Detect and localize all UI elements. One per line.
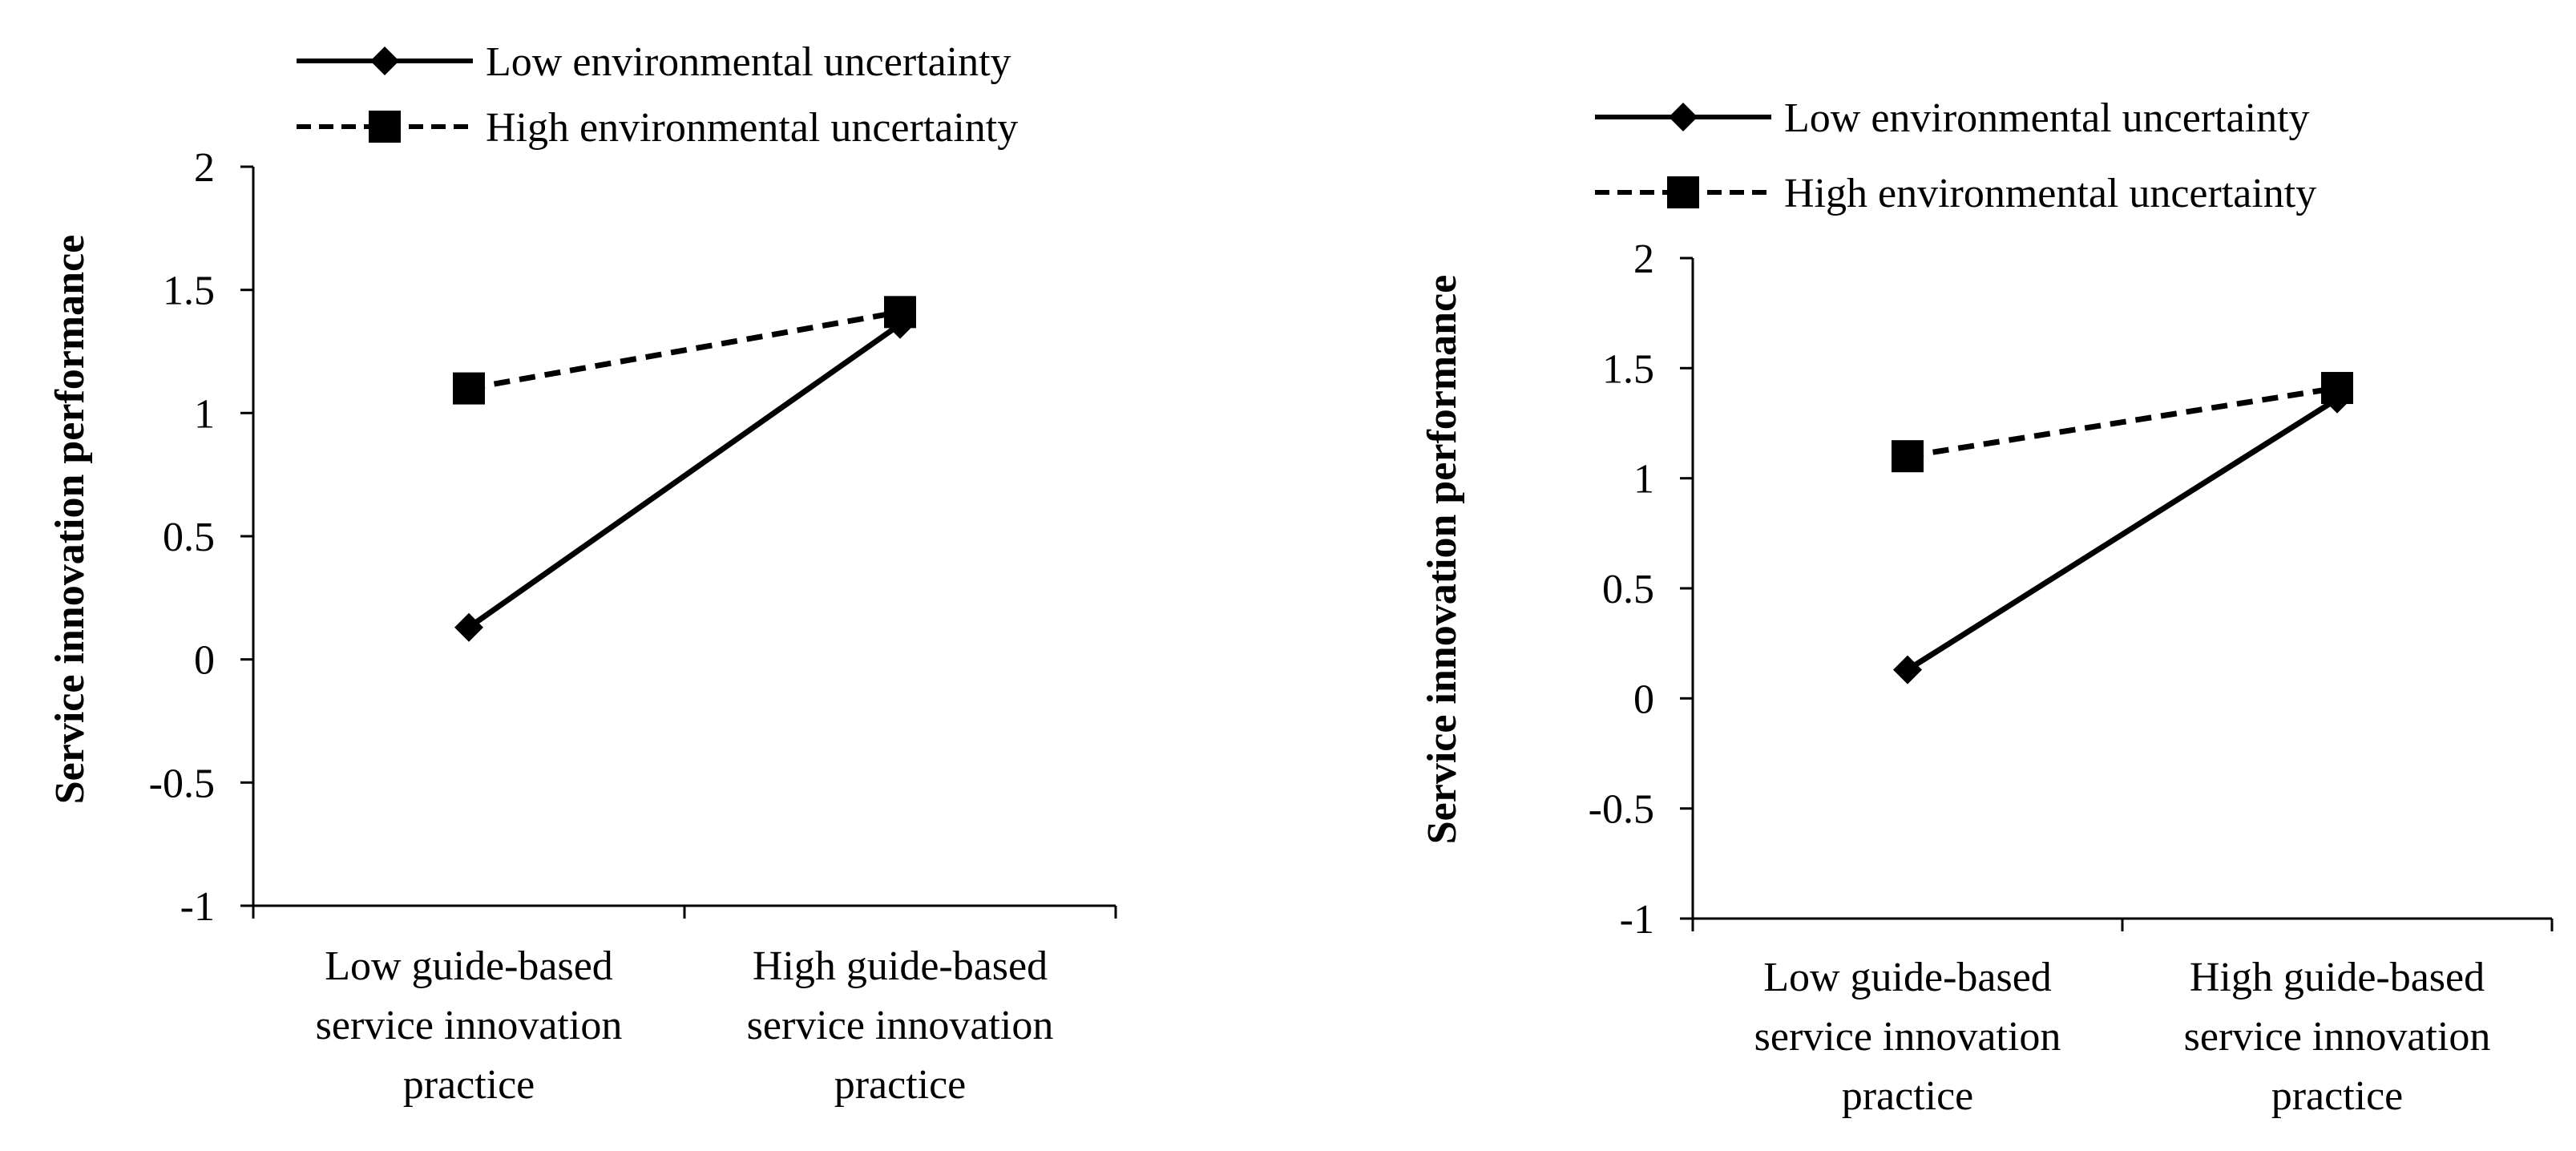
x-category-label: practice [403, 1062, 535, 1108]
data-point-diamond [454, 612, 483, 642]
data-point-square [453, 372, 485, 405]
x-category-label: High guide-based [2190, 955, 2485, 1000]
series-line-high [468, 309, 901, 392]
y-axis: 2 1.5 1 0.5 0 -0.5 -1 [149, 145, 255, 930]
legend: Low environmental uncertainty High envir… [297, 39, 1018, 151]
data-point-square [1892, 440, 1924, 473]
plot-area [453, 296, 916, 642]
y-tick-label: 0.5 [163, 515, 215, 560]
y-tick-label: -0.5 [1589, 787, 1654, 833]
series-line-low [1906, 396, 2339, 672]
chart-right: Low environmental uncertainty High envir… [1419, 95, 2554, 1119]
data-point-diamond [886, 309, 915, 339]
x-category-label: service innovation [1754, 1014, 2061, 1060]
x-axis: Low guide-based service innovation pract… [252, 904, 1117, 1108]
legend-label-high: High environmental uncertainty [1784, 171, 2316, 216]
y-tick-label: 2 [194, 145, 215, 191]
y-tick-label: 1 [1633, 457, 1654, 503]
legend-marker-square [1667, 176, 1699, 208]
y-axis-label: Service innovation performance [47, 235, 93, 805]
legend: Low environmental uncertainty High envir… [1595, 95, 2316, 216]
x-category-label: service innovation [316, 1003, 623, 1048]
series-line-low [466, 321, 902, 630]
x-category-label: practice [2271, 1073, 2404, 1119]
x-category-label: practice [1842, 1073, 1974, 1119]
x-axis: Low guide-based service innovation pract… [1691, 917, 2554, 1119]
y-tick-label: -1 [1620, 897, 1654, 943]
y-tick-label: -1 [180, 884, 215, 930]
y-tick-label: 1.5 [1602, 346, 1654, 392]
legend-label-high: High environmental uncertainty [486, 105, 1018, 151]
legend-marker-diamond [370, 46, 399, 75]
legend-label-low: Low environmental uncertainty [486, 39, 1011, 85]
x-category-label: Low guide-based [1763, 955, 2052, 1000]
data-point-diamond [1893, 655, 1922, 685]
x-category-label: practice [834, 1062, 967, 1108]
x-category-label: High guide-based [753, 943, 1048, 989]
legend-marker-square [369, 111, 401, 143]
chart-left: Low environmental uncertainty High envir… [47, 39, 1117, 1108]
y-tick-label: 0.5 [1602, 567, 1654, 612]
plot-area [1892, 372, 2353, 685]
y-tick-label: 1.5 [163, 269, 215, 314]
y-axis-label: Service innovation performance [1419, 275, 1465, 845]
x-category-label: service innovation [2184, 1014, 2491, 1060]
series-line-high [1907, 385, 2338, 459]
y-tick-label: 0 [194, 638, 215, 684]
x-category-label: service innovation [747, 1003, 1054, 1048]
x-category-label: Low guide-based [325, 943, 613, 989]
y-axis: 2 1.5 1 0.5 0 -0.5 -1 [1589, 236, 1694, 943]
data-point-diamond [2323, 384, 2352, 414]
legend-marker-diamond [1669, 103, 1698, 131]
legend-label-low: Low environmental uncertainty [1784, 95, 2310, 141]
y-tick-label: 2 [1633, 236, 1654, 282]
y-tick-label: 0 [1633, 676, 1654, 722]
y-tick-label: 1 [194, 391, 215, 437]
y-tick-label: -0.5 [149, 761, 215, 806]
